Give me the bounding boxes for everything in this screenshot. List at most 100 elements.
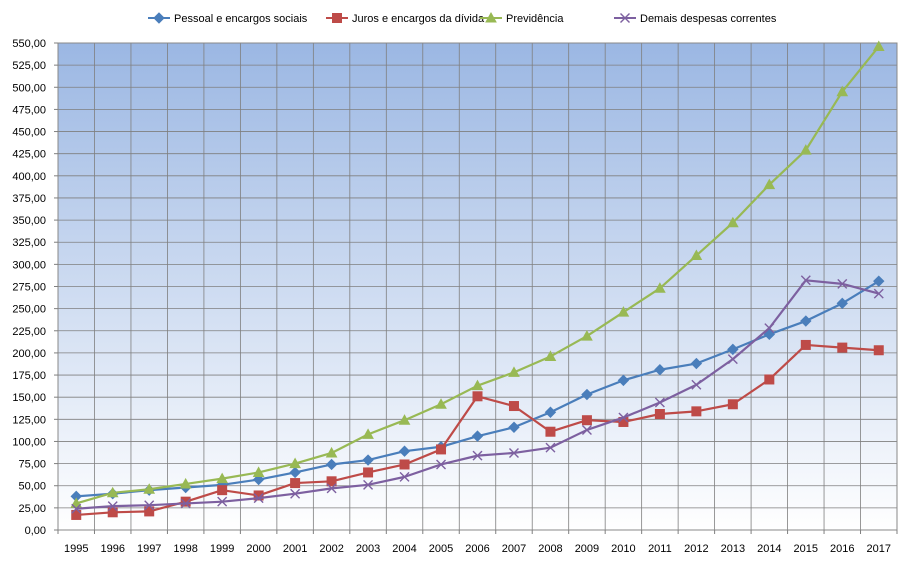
series-2	[71, 339, 884, 520]
y-tick-label: 300,00	[12, 259, 46, 271]
data-point	[107, 501, 118, 512]
marker-stroke	[654, 397, 665, 408]
marker-stroke	[144, 500, 155, 511]
legend-item: Pessoal e encargos sociais	[148, 12, 308, 25]
y-tick-label: 500,00	[12, 82, 46, 94]
series-group	[70, 40, 885, 520]
data-point	[289, 466, 301, 479]
data-point	[144, 500, 155, 511]
marker-stroke	[107, 501, 118, 512]
data-point	[289, 457, 301, 469]
data-point	[618, 412, 629, 423]
y-tick-label: 125,00	[12, 414, 46, 426]
x-tick-label: 1995	[64, 543, 88, 555]
data-point	[106, 486, 119, 498]
x-axis: 1995 1996 1997 1998 1999 2000 2001 2002 2003 2004…	[57, 530, 898, 555]
data-point	[764, 323, 775, 334]
data-point	[180, 498, 191, 509]
data-point	[690, 357, 703, 370]
data-point	[252, 466, 265, 477]
data-point	[727, 354, 738, 365]
x-tick-label: 2002	[319, 543, 343, 555]
data-point	[581, 415, 592, 426]
y-tick-label: 550,00	[12, 38, 46, 50]
data-point	[763, 178, 776, 190]
x-tick-label: 2015	[794, 543, 818, 555]
x-tick-label: 2007	[502, 543, 526, 555]
data-point	[325, 458, 338, 471]
data-point	[654, 282, 666, 293]
data-point	[217, 496, 228, 507]
y-tick-label: 325,00	[12, 237, 46, 249]
y-tick-label: 25,00	[18, 503, 46, 515]
y-tick-label: 200,00	[12, 348, 46, 360]
marker-stroke	[399, 471, 410, 482]
y-tick-label: 475,00	[12, 104, 46, 116]
data-point	[508, 447, 519, 458]
y-tick-label: 525,00	[12, 60, 46, 72]
data-point	[508, 401, 519, 412]
data-point	[362, 454, 374, 466]
data-point	[690, 249, 703, 261]
data-point	[654, 364, 666, 376]
data-point	[727, 343, 739, 356]
data-point	[472, 450, 483, 461]
data-point	[253, 490, 264, 501]
data-point	[363, 467, 374, 478]
x-tick-label: 1998	[173, 543, 197, 555]
data-point	[471, 379, 484, 391]
data-point	[654, 397, 665, 408]
x-tick-label: 2013	[721, 543, 745, 555]
x-tick-label: 1996	[100, 543, 124, 555]
marker-stroke	[472, 450, 483, 461]
data-point	[253, 493, 264, 504]
data-point	[873, 275, 885, 287]
x-tick-label: 2001	[283, 543, 307, 555]
data-point	[399, 459, 410, 470]
legend-label: Pessoal e encargos sociais	[174, 13, 308, 25]
data-point	[71, 509, 82, 520]
y-tick-label: 275,00	[12, 282, 46, 294]
marker-stroke	[217, 496, 228, 507]
marker-stroke	[436, 459, 447, 470]
data-point	[654, 409, 665, 420]
legend-item: Demais despesas correntes	[614, 13, 777, 25]
data-point	[398, 414, 411, 425]
legend-marker	[332, 13, 342, 23]
x-tick-label: 2000	[246, 543, 270, 555]
data-point	[435, 398, 447, 409]
data-point	[545, 442, 556, 453]
data-point	[726, 216, 739, 228]
data-point	[581, 388, 593, 401]
x-tick-label: 2009	[575, 543, 599, 555]
data-point	[764, 374, 775, 385]
marker-stroke	[508, 447, 519, 458]
data-point	[471, 430, 484, 442]
marker-stroke	[837, 278, 848, 289]
data-point	[217, 485, 228, 496]
y-tick-label: 250,00	[12, 304, 46, 316]
y-tick-label: 225,00	[12, 326, 46, 338]
marker-stroke	[764, 323, 775, 334]
data-point	[144, 506, 155, 517]
data-point	[872, 40, 885, 52]
x-tick-label: 2010	[611, 543, 635, 555]
data-point	[581, 330, 593, 341]
data-point	[325, 446, 338, 458]
x-tick-label: 2016	[830, 543, 854, 555]
data-point	[617, 374, 630, 387]
y-axis: 0,00 25,00 50,00 75,00 100,00 125,00 150,00 175…	[12, 38, 58, 537]
x-tick-label: 2008	[538, 543, 562, 555]
data-point	[545, 426, 556, 437]
x-tick-label: 2011	[648, 543, 672, 555]
data-point	[71, 503, 82, 514]
y-tick-label: 0,00	[25, 525, 46, 537]
x-tick-label: 2003	[356, 543, 380, 555]
data-point	[290, 488, 301, 499]
legend-item: Previdência	[480, 11, 564, 25]
data-point	[436, 459, 447, 470]
y-tick-label: 50,00	[18, 481, 46, 493]
data-point	[799, 144, 812, 155]
legend-marker	[620, 13, 630, 23]
